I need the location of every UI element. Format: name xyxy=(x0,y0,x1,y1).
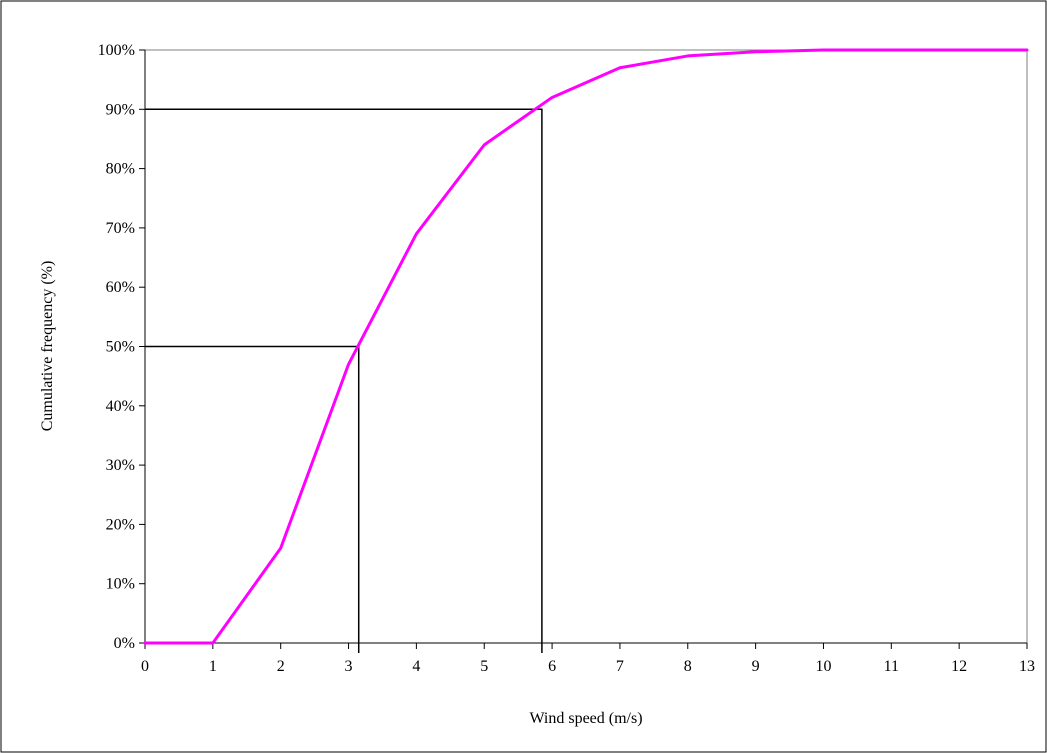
y-tick-label: 70% xyxy=(106,220,135,237)
y-tick-label: 50% xyxy=(106,339,135,356)
x-tick-label: 9 xyxy=(752,658,760,675)
x-tick-label: 6 xyxy=(548,658,556,675)
tick-labels: 0%10%20%30%40%50%60%70%80%90%100%0 1 2 3 4 5 6… xyxy=(98,42,1035,675)
y-tick-label: 30% xyxy=(106,457,135,474)
series-layer xyxy=(143,48,1029,645)
x-tick-label: 5 xyxy=(480,658,488,675)
x-tick-label: 4 xyxy=(412,658,420,675)
y-axis-title: Cumulative frequency (%) xyxy=(39,261,56,432)
x-tick-label: 8 xyxy=(684,658,692,675)
x-tick-label: 11 xyxy=(884,658,899,675)
series-line-0 xyxy=(143,48,1029,645)
x-axis-title: Wind speed (m/s) xyxy=(529,710,642,727)
x-tick-label: 2 xyxy=(277,658,285,675)
y-tick-label: 100% xyxy=(98,42,135,59)
y-tick-label: 80% xyxy=(106,161,135,178)
x-tick-label: 12 xyxy=(951,658,967,675)
x-tick-label: 1 xyxy=(209,658,217,675)
y-tick-label: 20% xyxy=(106,516,135,533)
axes xyxy=(139,49,1028,649)
y-tick-label: 40% xyxy=(106,398,135,415)
percentile-90-reference-line xyxy=(145,108,543,653)
x-tick-label: 10 xyxy=(815,658,831,675)
x-tick-label: 3 xyxy=(345,658,353,675)
y-tick-label: 60% xyxy=(106,279,135,296)
x-tick-label: 7 xyxy=(616,658,624,675)
y-tick-label: 10% xyxy=(106,576,135,593)
y-tick-label: 90% xyxy=(106,101,135,118)
x-tick-label: 0 xyxy=(141,658,149,675)
x-tick-label: 13 xyxy=(1019,658,1035,675)
y-tick-label: 0% xyxy=(114,635,135,652)
